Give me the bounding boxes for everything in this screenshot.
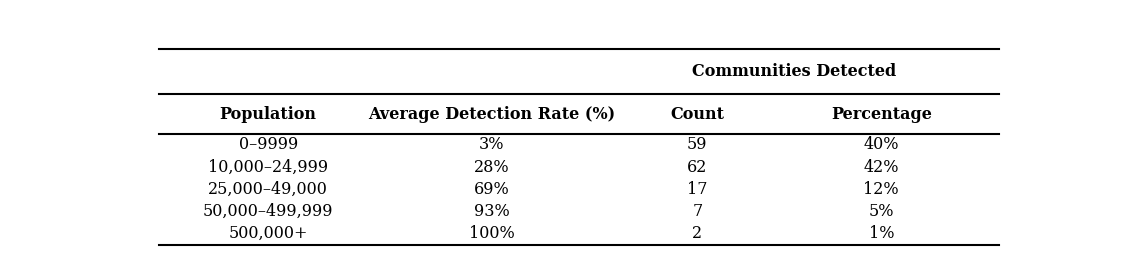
Text: 1%: 1% <box>869 225 894 242</box>
Text: 42%: 42% <box>863 159 899 176</box>
Text: 50,000–499,999: 50,000–499,999 <box>203 203 333 220</box>
Text: Percentage: Percentage <box>831 106 932 123</box>
Text: 25,000–49,000: 25,000–49,000 <box>208 181 328 198</box>
Text: 59: 59 <box>687 136 707 153</box>
Text: Count: Count <box>670 106 724 123</box>
Text: 0–9999: 0–9999 <box>238 136 298 153</box>
Text: 500,000+: 500,000+ <box>228 225 308 242</box>
Text: 12%: 12% <box>863 181 899 198</box>
Text: 40%: 40% <box>863 136 899 153</box>
Text: 10,000–24,999: 10,000–24,999 <box>208 159 329 176</box>
Text: 2: 2 <box>693 225 703 242</box>
Text: 93%: 93% <box>473 203 510 220</box>
Text: 17: 17 <box>687 181 707 198</box>
Text: Average Detection Rate (%): Average Detection Rate (%) <box>368 106 615 123</box>
Text: 28%: 28% <box>473 159 510 176</box>
Text: 100%: 100% <box>469 225 514 242</box>
Text: Population: Population <box>219 106 316 123</box>
Text: 5%: 5% <box>869 203 894 220</box>
Text: 7: 7 <box>693 203 703 220</box>
Text: Communities Detected: Communities Detected <box>692 63 896 80</box>
Text: 3%: 3% <box>479 136 504 153</box>
Text: 62: 62 <box>687 159 707 176</box>
Text: 69%: 69% <box>473 181 510 198</box>
